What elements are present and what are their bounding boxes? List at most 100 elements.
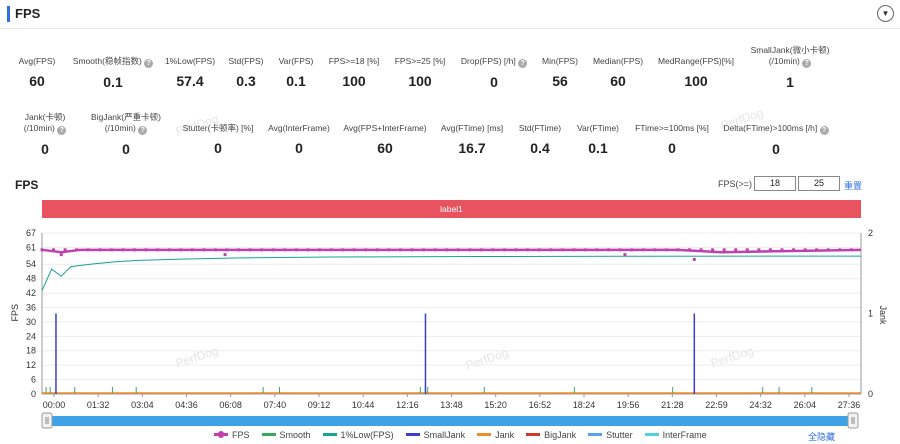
metric-10-metrics_row1: MedRange(FPS)[%] 100: [626, 56, 766, 89]
help-icon[interactable]: ?: [518, 59, 528, 68]
series-fps-marker: [190, 248, 194, 252]
slider-right-handle[interactable]: [847, 412, 859, 429]
series-fps-marker: [768, 248, 772, 252]
series-fps-marker: [433, 248, 437, 252]
fps-threshold-input-2[interactable]: 25: [798, 176, 840, 191]
slider-left-handle[interactable]: [41, 412, 53, 429]
series-fps-marker: [757, 248, 761, 252]
label-band[interactable]: label1: [42, 200, 861, 218]
series-fps-marker: [364, 248, 368, 252]
series-fps-marker: [653, 248, 657, 252]
series-fps-marker: [687, 248, 691, 252]
series-fps-marker: [445, 248, 449, 252]
x-tick-label: 10:44: [352, 400, 375, 410]
series-fps-marker: [52, 248, 56, 252]
metric-value: 16.7: [458, 140, 486, 156]
slider-track: [44, 416, 856, 426]
metric-7-metrics_row1: Drop(FPS) [/h] ? 0: [424, 56, 564, 90]
series-fps-marker: [623, 253, 627, 257]
legend-item-fps[interactable]: FPS: [214, 430, 250, 440]
metric-9-metrics_row2: Delta(FTime)>100ms [/h] ? 0: [706, 123, 846, 157]
series-fps-marker: [595, 248, 599, 252]
metric-label: SmallJank(微小卡顿) (/10min) ?: [750, 45, 830, 68]
help-icon[interactable]: ?: [802, 59, 812, 68]
legend-item-1-low-fps-[interactable]: 1%Low(FPS): [322, 430, 394, 440]
metric-5-metrics_row1: FPS>=18 [%] 100: [284, 56, 424, 89]
x-tick-label: 03:04: [131, 400, 154, 410]
legend-swatch-icon: [214, 431, 228, 438]
y-left-tick-label: 0: [31, 389, 36, 399]
metric-label: Min(FPS): [542, 56, 578, 66]
metric-6-metrics_row2: Std(FTime) 0.4: [470, 123, 610, 156]
series-fps-marker: [387, 248, 391, 252]
x-tick-label: 12:16: [396, 400, 419, 410]
legend-swatch-icon: [644, 433, 659, 436]
series-fps-marker: [132, 248, 136, 252]
metric-label: BigJank(严重卡顿) (/10min) ?: [91, 112, 161, 135]
y-axis-left-ticks: 0 6 12 18 24 30 36 42 48 54 61 67: [26, 228, 36, 399]
metric-label: Avg(InterFrame): [268, 123, 330, 133]
metric-value: 0.1: [103, 74, 123, 90]
series-fps-marker: [422, 248, 426, 252]
series-fps-marker: [607, 248, 611, 252]
series-fps-marker: [537, 248, 541, 252]
metric-7-metrics_row2: Var(FTime) 0.1: [528, 123, 668, 156]
series-fps-marker: [75, 248, 79, 252]
metric-value: 100: [342, 73, 366, 89]
y-left-tick-label: 36: [26, 302, 36, 312]
reset-button[interactable]: 重置: [844, 181, 863, 191]
collapse-chevron-icon[interactable]: ▼: [877, 5, 894, 22]
section-title: FPS: [15, 6, 41, 21]
series-fps-marker: [398, 248, 402, 252]
chart-legend: FPS Smooth 1%Low(FPS) SmallJank Jank BigJank S…: [214, 430, 719, 440]
metric-value: 56: [552, 73, 568, 89]
legend-item-interframe[interactable]: InterFrame: [644, 430, 707, 440]
series-fps-marker: [560, 248, 564, 252]
metric-value: 0.1: [588, 140, 608, 156]
series-fps-marker: [410, 248, 414, 252]
metric-2-metrics_row1: 1%Low(FPS) 57.4: [120, 56, 260, 89]
series-fps-marker: [121, 248, 125, 252]
legend-item-stutter[interactable]: Stutter: [588, 430, 633, 440]
series-fps-marker: [803, 248, 807, 252]
hide-all-button[interactable]: 全隐藏: [808, 432, 836, 442]
legend-item-smooth[interactable]: Smooth: [261, 430, 311, 440]
legend-label: Jank: [495, 430, 515, 440]
x-tick-label: 09:12: [308, 400, 331, 410]
fps-threshold-input-1[interactable]: 18: [754, 176, 796, 191]
metric-value: 0: [295, 140, 303, 156]
series-fps-marker: [699, 248, 703, 252]
series-fps-marker: [468, 248, 472, 252]
series-fps-marker: [179, 248, 183, 252]
series-fps-marker: [109, 248, 113, 252]
y-right-tick-label: 0: [868, 389, 873, 399]
series-fps-marker: [780, 248, 784, 252]
y-left-tick-label: 54: [26, 259, 36, 269]
help-icon[interactable]: ?: [819, 126, 829, 135]
legend-label: 1%Low(FPS): [340, 430, 394, 440]
x-tick-label: 19:56: [617, 400, 640, 410]
legend-label: InterFrame: [662, 430, 707, 440]
series-fps-marker: [213, 248, 217, 252]
y-left-tick-label: 18: [26, 346, 36, 356]
help-icon[interactable]: ?: [57, 126, 67, 135]
legend-item-bigjank[interactable]: BigJank: [526, 430, 576, 440]
time-range-slider[interactable]: [41, 412, 859, 429]
series-fps-marker: [583, 248, 587, 252]
series-fps-marker: [549, 248, 553, 252]
legend-item-jank[interactable]: Jank: [477, 430, 514, 440]
legend-swatch-icon: [477, 433, 492, 436]
y-left-tick-label: 30: [26, 317, 36, 327]
metric-value: 100: [408, 73, 432, 89]
metric-0-metrics_row1: Avg(FPS) 60: [0, 56, 107, 89]
series-fps-marker: [838, 248, 842, 252]
legend-item-smalljank[interactable]: SmallJank: [405, 430, 465, 440]
x-tick-label: 18:24: [573, 400, 596, 410]
metric-4-metrics_row2: Avg(FPS+InterFrame) 60: [315, 123, 455, 156]
series-fps-marker: [260, 248, 264, 252]
help-icon[interactable]: ?: [144, 59, 154, 68]
x-tick-label: 06:08: [219, 400, 242, 410]
legend-label: FPS: [232, 430, 250, 440]
help-icon[interactable]: ?: [138, 126, 148, 135]
